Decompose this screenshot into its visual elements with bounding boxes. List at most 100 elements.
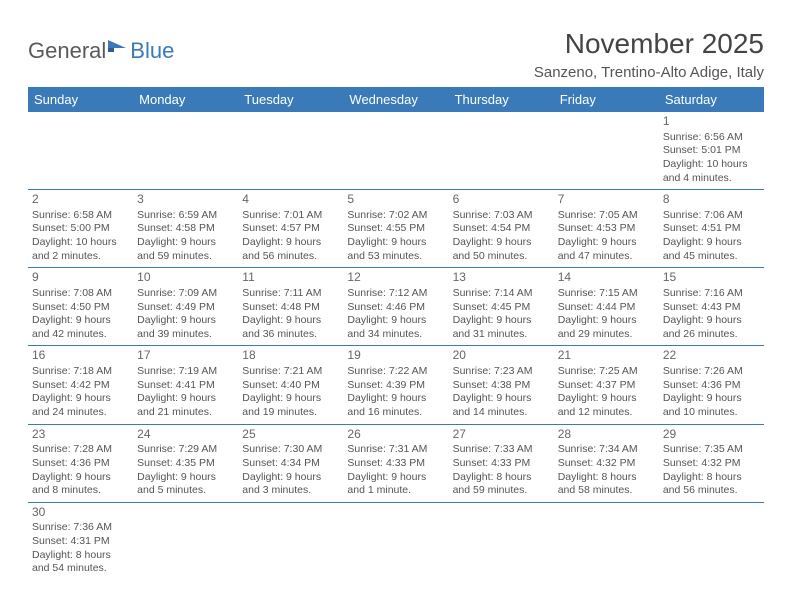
day-header: Tuesday	[238, 87, 343, 112]
day-detail: Sunset: 4:43 PM	[663, 301, 760, 315]
day-detail: Sunset: 4:49 PM	[137, 301, 234, 315]
day-detail: Sunset: 4:36 PM	[32, 457, 129, 471]
calendar-cell: 20Sunrise: 7:23 AMSunset: 4:38 PMDayligh…	[449, 346, 554, 424]
header: General Blue November 2025 Sanzeno, Tren…	[28, 28, 764, 81]
day-detail: Sunset: 4:48 PM	[242, 301, 339, 315]
day-detail: Sunset: 4:32 PM	[558, 457, 655, 471]
day-detail: Daylight: 9 hours and 31 minutes.	[453, 314, 550, 341]
location: Sanzeno, Trentino-Alto Adige, Italy	[534, 64, 764, 81]
day-number: 21	[558, 348, 655, 364]
day-detail: Sunset: 4:37 PM	[558, 379, 655, 393]
day-detail: Sunset: 4:40 PM	[242, 379, 339, 393]
day-number: 1	[663, 114, 760, 130]
calendar-cell	[554, 112, 659, 190]
day-detail: Sunrise: 7:33 AM	[453, 443, 550, 457]
day-number: 10	[137, 270, 234, 286]
calendar-cell: 4Sunrise: 7:01 AMSunset: 4:57 PMDaylight…	[238, 190, 343, 268]
day-detail: Daylight: 8 hours and 54 minutes.	[32, 549, 129, 576]
day-detail: Daylight: 9 hours and 16 minutes.	[347, 392, 444, 419]
day-detail: Sunrise: 7:18 AM	[32, 365, 129, 379]
day-detail: Sunset: 4:55 PM	[347, 222, 444, 236]
day-number: 3	[137, 192, 234, 208]
day-detail: Daylight: 9 hours and 34 minutes.	[347, 314, 444, 341]
calendar-cell	[28, 112, 133, 190]
day-detail: Sunset: 4:33 PM	[347, 457, 444, 471]
calendar-cell: 14Sunrise: 7:15 AMSunset: 4:44 PMDayligh…	[554, 268, 659, 346]
day-number: 5	[347, 192, 444, 208]
page-title: November 2025	[534, 28, 764, 60]
calendar-cell	[659, 502, 764, 580]
calendar-cell: 18Sunrise: 7:21 AMSunset: 4:40 PMDayligh…	[238, 346, 343, 424]
day-detail: Sunset: 4:36 PM	[663, 379, 760, 393]
calendar-cell: 22Sunrise: 7:26 AMSunset: 4:36 PMDayligh…	[659, 346, 764, 424]
day-header: Saturday	[659, 87, 764, 112]
day-detail: Sunrise: 6:56 AM	[663, 131, 760, 145]
day-number: 2	[32, 192, 129, 208]
day-detail: Sunrise: 7:22 AM	[347, 365, 444, 379]
calendar-cell: 3Sunrise: 6:59 AMSunset: 4:58 PMDaylight…	[133, 190, 238, 268]
day-detail: Daylight: 9 hours and 50 minutes.	[453, 236, 550, 263]
day-detail: Daylight: 9 hours and 8 minutes.	[32, 471, 129, 498]
day-detail: Sunrise: 7:06 AM	[663, 209, 760, 223]
day-detail: Sunrise: 7:11 AM	[242, 287, 339, 301]
calendar-cell	[133, 502, 238, 580]
day-detail: Sunset: 4:39 PM	[347, 379, 444, 393]
day-detail: Sunrise: 7:03 AM	[453, 209, 550, 223]
calendar-cell: 8Sunrise: 7:06 AMSunset: 4:51 PMDaylight…	[659, 190, 764, 268]
day-number: 19	[347, 348, 444, 364]
day-detail: Daylight: 9 hours and 36 minutes.	[242, 314, 339, 341]
day-detail: Sunset: 4:34 PM	[242, 457, 339, 471]
day-detail: Sunrise: 7:35 AM	[663, 443, 760, 457]
calendar-cell: 29Sunrise: 7:35 AMSunset: 4:32 PMDayligh…	[659, 424, 764, 502]
day-detail: Sunset: 4:50 PM	[32, 301, 129, 315]
day-header: Wednesday	[343, 87, 448, 112]
day-number: 29	[663, 427, 760, 443]
day-number: 30	[32, 505, 129, 521]
calendar-row: 23Sunrise: 7:28 AMSunset: 4:36 PMDayligh…	[28, 424, 764, 502]
calendar-cell: 23Sunrise: 7:28 AMSunset: 4:36 PMDayligh…	[28, 424, 133, 502]
day-number: 20	[453, 348, 550, 364]
calendar-cell: 5Sunrise: 7:02 AMSunset: 4:55 PMDaylight…	[343, 190, 448, 268]
day-detail: Sunrise: 7:30 AM	[242, 443, 339, 457]
day-header: Friday	[554, 87, 659, 112]
day-detail: Sunset: 4:57 PM	[242, 222, 339, 236]
day-detail: Daylight: 9 hours and 39 minutes.	[137, 314, 234, 341]
day-detail: Daylight: 9 hours and 42 minutes.	[32, 314, 129, 341]
day-detail: Sunrise: 7:02 AM	[347, 209, 444, 223]
day-header-row: Sunday Monday Tuesday Wednesday Thursday…	[28, 87, 764, 112]
day-detail: Sunrise: 7:25 AM	[558, 365, 655, 379]
calendar-cell: 10Sunrise: 7:09 AMSunset: 4:49 PMDayligh…	[133, 268, 238, 346]
day-detail: Daylight: 9 hours and 5 minutes.	[137, 471, 234, 498]
calendar-cell: 28Sunrise: 7:34 AMSunset: 4:32 PMDayligh…	[554, 424, 659, 502]
calendar-table: Sunday Monday Tuesday Wednesday Thursday…	[28, 87, 764, 580]
day-header: Sunday	[28, 87, 133, 112]
calendar-cell: 21Sunrise: 7:25 AMSunset: 4:37 PMDayligh…	[554, 346, 659, 424]
day-number: 4	[242, 192, 339, 208]
day-detail: Sunrise: 7:05 AM	[558, 209, 655, 223]
day-number: 16	[32, 348, 129, 364]
calendar-cell: 24Sunrise: 7:29 AMSunset: 4:35 PMDayligh…	[133, 424, 238, 502]
calendar-cell: 1Sunrise: 6:56 AMSunset: 5:01 PMDaylight…	[659, 112, 764, 190]
day-detail: Sunrise: 7:34 AM	[558, 443, 655, 457]
day-number: 28	[558, 427, 655, 443]
calendar-cell	[238, 502, 343, 580]
day-detail: Sunset: 4:53 PM	[558, 222, 655, 236]
day-detail: Daylight: 9 hours and 29 minutes.	[558, 314, 655, 341]
day-detail: Daylight: 9 hours and 47 minutes.	[558, 236, 655, 263]
day-detail: Daylight: 8 hours and 59 minutes.	[453, 471, 550, 498]
day-detail: Sunrise: 7:26 AM	[663, 365, 760, 379]
day-detail: Sunrise: 7:01 AM	[242, 209, 339, 223]
day-number: 23	[32, 427, 129, 443]
day-number: 17	[137, 348, 234, 364]
day-detail: Daylight: 9 hours and 59 minutes.	[137, 236, 234, 263]
logo: General Blue	[28, 28, 174, 64]
calendar-row: 9Sunrise: 7:08 AMSunset: 4:50 PMDaylight…	[28, 268, 764, 346]
calendar-cell: 7Sunrise: 7:05 AMSunset: 4:53 PMDaylight…	[554, 190, 659, 268]
calendar-cell: 16Sunrise: 7:18 AMSunset: 4:42 PMDayligh…	[28, 346, 133, 424]
day-detail: Sunrise: 7:09 AM	[137, 287, 234, 301]
day-detail: Sunrise: 7:15 AM	[558, 287, 655, 301]
day-number: 26	[347, 427, 444, 443]
calendar-cell	[554, 502, 659, 580]
day-detail: Sunset: 4:45 PM	[453, 301, 550, 315]
day-detail: Sunrise: 7:28 AM	[32, 443, 129, 457]
